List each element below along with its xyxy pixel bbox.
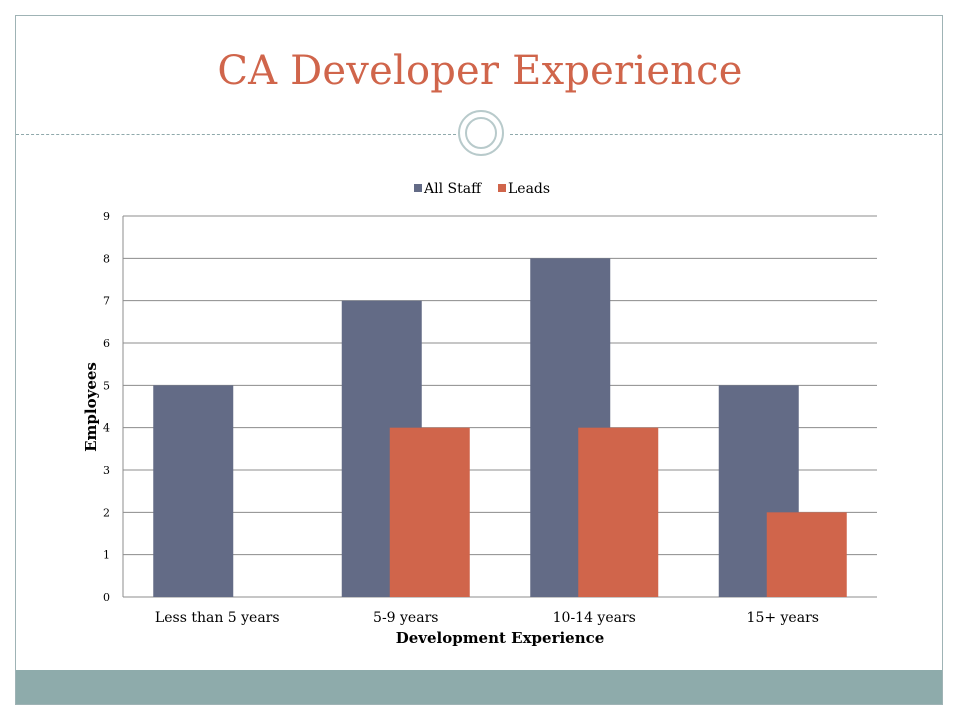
bar-all-staff bbox=[153, 385, 234, 597]
bar-leads bbox=[766, 512, 847, 597]
bar-leads bbox=[389, 427, 470, 597]
legend-swatch bbox=[414, 184, 422, 192]
y-tick-label: 0 bbox=[103, 591, 110, 604]
y-tick-label: 1 bbox=[103, 549, 110, 562]
y-tick-label: 5 bbox=[103, 379, 110, 392]
legend-label: All Staff bbox=[423, 181, 482, 197]
x-category-label: 15+ years bbox=[747, 610, 819, 626]
title-divider-right bbox=[510, 134, 942, 135]
x-category-label: Less than 5 years bbox=[155, 610, 280, 626]
page-title: CA Developer Experience bbox=[217, 48, 743, 94]
y-tick-label: 6 bbox=[103, 337, 110, 350]
y-tick-label: 9 bbox=[103, 210, 110, 223]
bars bbox=[153, 258, 847, 597]
y-tick-label: 7 bbox=[103, 295, 110, 308]
bar-leads bbox=[578, 427, 659, 597]
y-tick-label: 4 bbox=[103, 422, 110, 435]
x-axis-title: Development Experience bbox=[396, 629, 605, 647]
y-axis-title: Employees bbox=[82, 362, 100, 452]
y-tick-label: 2 bbox=[103, 506, 110, 519]
legend-swatch bbox=[498, 184, 506, 192]
x-axis-categories: Less than 5 years 5-9 years 10-14 years 15+… bbox=[155, 610, 819, 626]
legend: All Staff Leads bbox=[414, 181, 550, 197]
x-category-label: 5-9 years bbox=[373, 610, 438, 626]
y-tick-label: 8 bbox=[103, 252, 110, 265]
circle-ornament-icon bbox=[458, 110, 504, 156]
x-category-label: 10-14 years bbox=[553, 610, 636, 626]
legend-label: Leads bbox=[508, 181, 550, 197]
bar-chart: 0 1 2 3 4 5 6 7 8 9 Less than 5 years 5-9 years 10-… bbox=[82, 181, 877, 647]
y-tick-label: 3 bbox=[103, 464, 110, 477]
title-divider-left bbox=[16, 134, 456, 135]
y-axis-ticks: 0 1 2 3 4 5 6 7 8 9 bbox=[103, 210, 110, 604]
footer-band bbox=[16, 670, 942, 704]
